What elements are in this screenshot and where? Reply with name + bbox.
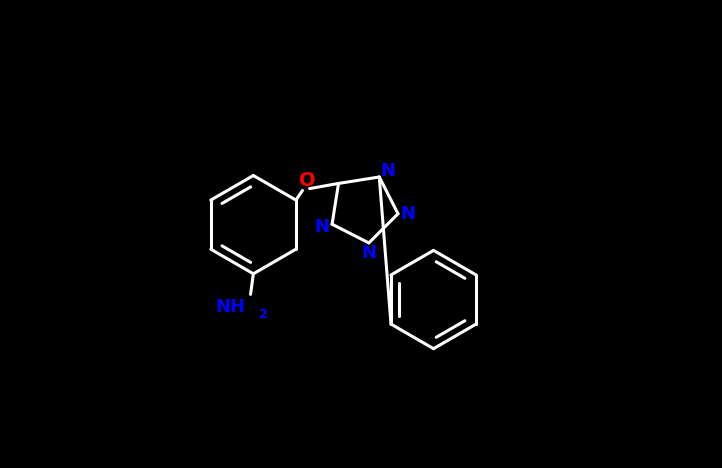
Text: N: N [314, 218, 329, 235]
Text: 2: 2 [259, 308, 269, 321]
Text: NH: NH [215, 299, 245, 316]
Text: N: N [401, 205, 416, 223]
Text: N: N [361, 244, 376, 262]
Text: O: O [299, 171, 316, 190]
Text: N: N [380, 162, 395, 180]
